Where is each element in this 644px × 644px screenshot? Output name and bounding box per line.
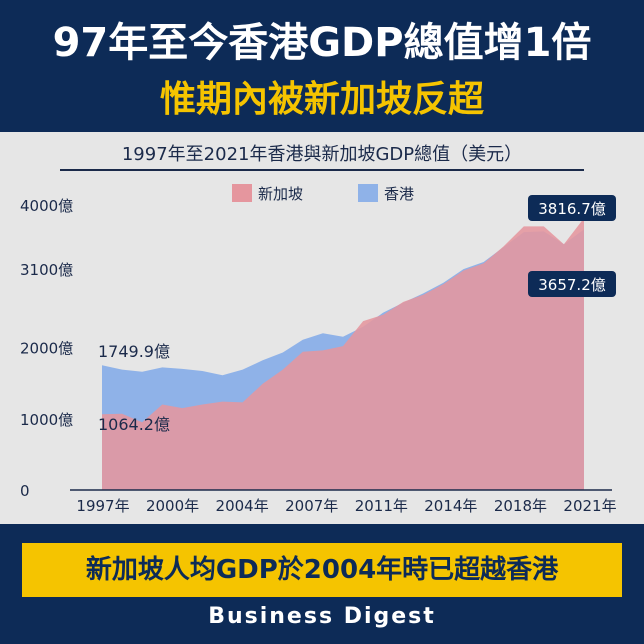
header: 97年至今香港GDP總值增1倍 惟期內被新加坡反超 [0, 0, 644, 130]
data-label: 1064.2億 [98, 415, 170, 434]
y-tick-label: 4000億 [20, 197, 73, 215]
legend-label: 香港 [384, 185, 414, 203]
y-tick-label: 1000億 [20, 411, 73, 429]
data-label-box [528, 195, 616, 221]
data-label: 1749.9億 [98, 342, 170, 361]
data-label: 3816.7億 [538, 200, 606, 218]
x-tick-label: 2011年 [355, 497, 408, 515]
footer-banner: 新加坡人均GDP於2004年時已超越香港 [22, 543, 622, 597]
x-tick-label: 2014年 [424, 497, 477, 515]
data-label: 3657.2億 [538, 276, 606, 294]
chart-title: 1997年至2021年香港與新加坡GDP總值（美元） [60, 140, 584, 171]
x-tick-label: 2021年 [563, 497, 616, 515]
singapore-area [102, 218, 584, 490]
legend-swatch [358, 184, 378, 202]
subheadline: 惟期內被新加坡反超 [159, 79, 484, 120]
footer-banner-text: 新加坡人均GDP於2004年時已超越香港 [85, 555, 559, 585]
x-tick-label: 2007年 [285, 497, 338, 515]
x-tick-label: 1997年 [76, 497, 129, 515]
legend-swatch [232, 184, 252, 202]
data-label-box [528, 271, 616, 297]
x-tick-label: 2018年 [494, 497, 547, 515]
y-tick-label: 3100億 [20, 261, 73, 279]
legend-label: 新加坡 [258, 185, 303, 203]
y-tick-label: 0 [20, 482, 30, 500]
x-tick-label: 2004年 [216, 497, 269, 515]
brand-name: Business Digest [208, 604, 436, 629]
y-tick-label: 2000億 [20, 340, 73, 358]
headline: 97年至今香港GDP總值增1倍 [52, 20, 592, 66]
x-tick-label: 2000年 [146, 497, 199, 515]
